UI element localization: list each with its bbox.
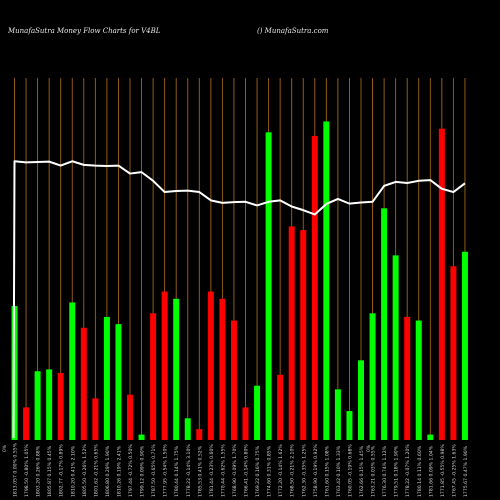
x-tick-label: 1805.87 0.15% 0.45% [47,445,53,497]
flow-bar [300,230,307,440]
flow-bar [80,327,87,440]
x-tick-label: 1762.66 0.15% 1.45% [359,445,365,497]
flow-bar [46,369,53,440]
x-tick-label: 1761.60 0.15% 1.08% [324,445,330,497]
flow-bar [127,394,133,440]
flow-bar [358,360,364,440]
flow-bar [161,291,168,440]
x-tick-label: 1810.26 0.19% 2.41% [116,445,122,497]
flow-bar [115,324,122,440]
flow-bar [427,434,434,440]
baseline-marker: 0% [366,444,372,452]
x-tick-label: 1787.50 -0.65% 0.71% [151,444,157,497]
x-tick-label: 1780.14 0.11% 0.60% [417,445,423,497]
x-tick-label: 1801.62 -0.21% 0.65% [93,444,99,497]
x-tick-label: 1758.90 -0.19% 0.92% [313,444,319,497]
flow-bar [323,121,330,440]
x-tick-label: 1778.22 -0.14% 3.10% [186,444,192,497]
price-line [12,160,466,439]
flow-bar [69,302,76,440]
x-tick-label: 1803.20 0.26% 0.88% [36,445,42,497]
flow-bar [438,128,445,440]
x-tick-label: 1780.44 0.14% 1.75% [174,445,180,497]
x-tick-label: 1767.45 -0.25% 1.63% [451,444,457,497]
x-tick-label: 1771.85 -0.55% 0.98% [440,444,446,497]
flow-bar [34,371,41,440]
flow-bar [184,418,191,440]
x-tick-label: 1797.44 -0.72% 0.50% [128,444,134,497]
chart-title: MunafaSutra Money Flow Charts for V4BL [8,27,161,35]
flow-bar [277,374,284,440]
x-tick-label: 1760.05 -0.19% 0.68% [347,444,353,497]
baseline-marker: 0% [2,444,8,452]
flow-bar [288,226,295,440]
x-tick-label: 1775.67 0.47% 1.90% [463,445,469,497]
x-tick-label: 1762.30 -0.35% 1.25% [301,444,307,497]
flow-bar [369,313,376,440]
x-tick-label: 1768.90 -0.09% 1.70% [232,444,238,497]
flow-bar [461,251,468,440]
x-tick-label: 1768.50 -0.21% 2.10% [290,444,296,497]
flow-bar [219,298,226,440]
flow-bar [103,316,110,440]
x-tick-label: 1779.51 0.18% 1.90% [394,445,400,497]
flow-bar [415,320,422,440]
flow-bar [150,313,157,440]
x-tick-label: 1763.42 0.10% 1.33% [336,445,342,497]
flow-bar [346,411,353,440]
x-tick-label: 1781.44 -0.23% 0.60% [209,444,215,497]
x-tick-label: 1805.50 -0.26% 1.52% [82,444,88,497]
x-tick-label: 1763.21 0.03% 0.55% [371,445,377,497]
site-credit: () MunafaSutra.com [257,27,329,35]
flow-bar [173,298,180,440]
x-tick-label: 1777.95 -0.54% 1.50% [163,444,169,497]
x-tick-label: 1766.41 -0.14% 0.80% [244,444,250,497]
flow-bar [254,385,261,440]
flow-bar [207,291,214,440]
flow-bar [92,398,99,440]
x-tick-label: 1769.22 0.16% 0.75% [255,445,261,497]
flow-bar [450,266,457,440]
x-tick-label: 1772.20 -0.14% 1.62% [278,444,284,497]
flow-bar [334,389,341,440]
x-tick-label: 1810.20 0.41% 2.10% [70,445,76,497]
flow-bar [265,132,272,441]
flow-bar [57,373,64,440]
x-tick-label: 1785.53 0.41% 0.52% [197,445,203,497]
x-tick-label: 1798.50 -0.80% 1.05% [24,444,30,497]
flow-bar [404,316,411,440]
x-tick-label: 1799.12 0.09% 0.90% [140,445,146,497]
x-tick-label: 1813.057 0.00% 0.55% [13,442,19,497]
flow-bar [392,255,399,440]
x-tick-label: 1802.77 -0.17% 0.89% [59,444,65,497]
flow-bar [23,407,30,440]
x-tick-label: 1781.66 0.09% 1.04% [428,445,434,497]
x-tick-label: 1774.60 0.31% 0.85% [267,445,273,497]
x-tick-label: 1776.30 0.74% 1.12% [382,445,388,497]
flow-bar [230,320,237,440]
flow-bar [381,208,388,440]
flow-bar [242,407,249,440]
flow-bar [311,135,318,441]
flow-bar [138,434,145,440]
x-tick-label: 1806.80 0.29% 1.90% [105,445,111,497]
x-tick-label: 1770.44 -0.62% 1.55% [220,444,226,497]
x-tick-label: 1778.22 -0.07% 1.20% [405,444,411,497]
flow-bar [196,429,203,440]
